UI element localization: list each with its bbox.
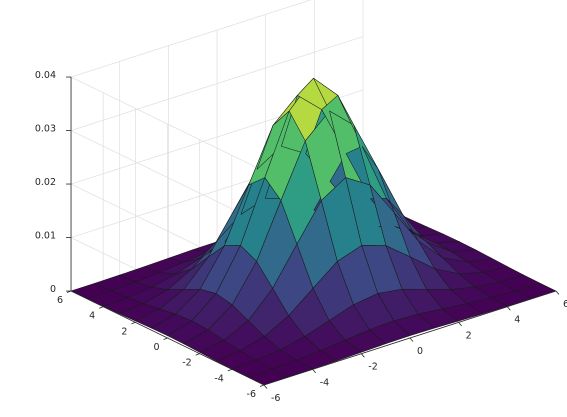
z-tick-label: 0 xyxy=(50,284,56,295)
y-tick-mark xyxy=(227,368,232,372)
z-tick-label: 0.02 xyxy=(35,177,56,188)
y-tick-label: 2 xyxy=(121,326,127,337)
x-tick-mark xyxy=(458,322,462,327)
x-tick-mark xyxy=(312,369,316,374)
gridline-back-z xyxy=(70,0,312,78)
surface-layer xyxy=(70,77,557,386)
gridline-left-z xyxy=(70,76,265,172)
y-tick-mark xyxy=(163,337,168,340)
y-tick-label: -4 xyxy=(214,373,223,384)
y-tick-mark xyxy=(195,353,200,356)
y-tick-mark xyxy=(131,321,136,325)
x-tick-label: -4 xyxy=(320,377,329,388)
z-tick-label: 0.03 xyxy=(35,124,56,135)
x-tick-mark xyxy=(506,306,511,311)
x-tick-mark xyxy=(409,337,414,342)
x-tick-label: -2 xyxy=(368,362,377,373)
x-tick-label: -6 xyxy=(271,393,280,404)
x-tick-label: 4 xyxy=(514,315,520,326)
axis-layer xyxy=(66,76,560,389)
y-tick-label: 4 xyxy=(89,311,95,322)
z-tick-label: 0.04 xyxy=(35,70,56,81)
y-tick-label: -6 xyxy=(247,389,256,400)
z-tick-label: 0.01 xyxy=(35,231,56,242)
x-tick-label: 6 xyxy=(563,299,567,310)
x-tick-label: 0 xyxy=(417,346,423,357)
y-tick-label: -2 xyxy=(182,358,191,369)
gridline-left-z xyxy=(70,130,265,225)
x-tick-mark xyxy=(263,384,268,389)
y-tick-label: 6 xyxy=(57,295,63,306)
y-tick-mark xyxy=(99,306,104,309)
y-tick-mark xyxy=(259,384,265,387)
gridline-back-z xyxy=(70,36,364,131)
y-tick-label: 0 xyxy=(153,342,159,353)
x-tick-mark xyxy=(361,353,365,358)
x-tick-label: 2 xyxy=(466,330,472,341)
x-tick-mark xyxy=(555,290,560,295)
